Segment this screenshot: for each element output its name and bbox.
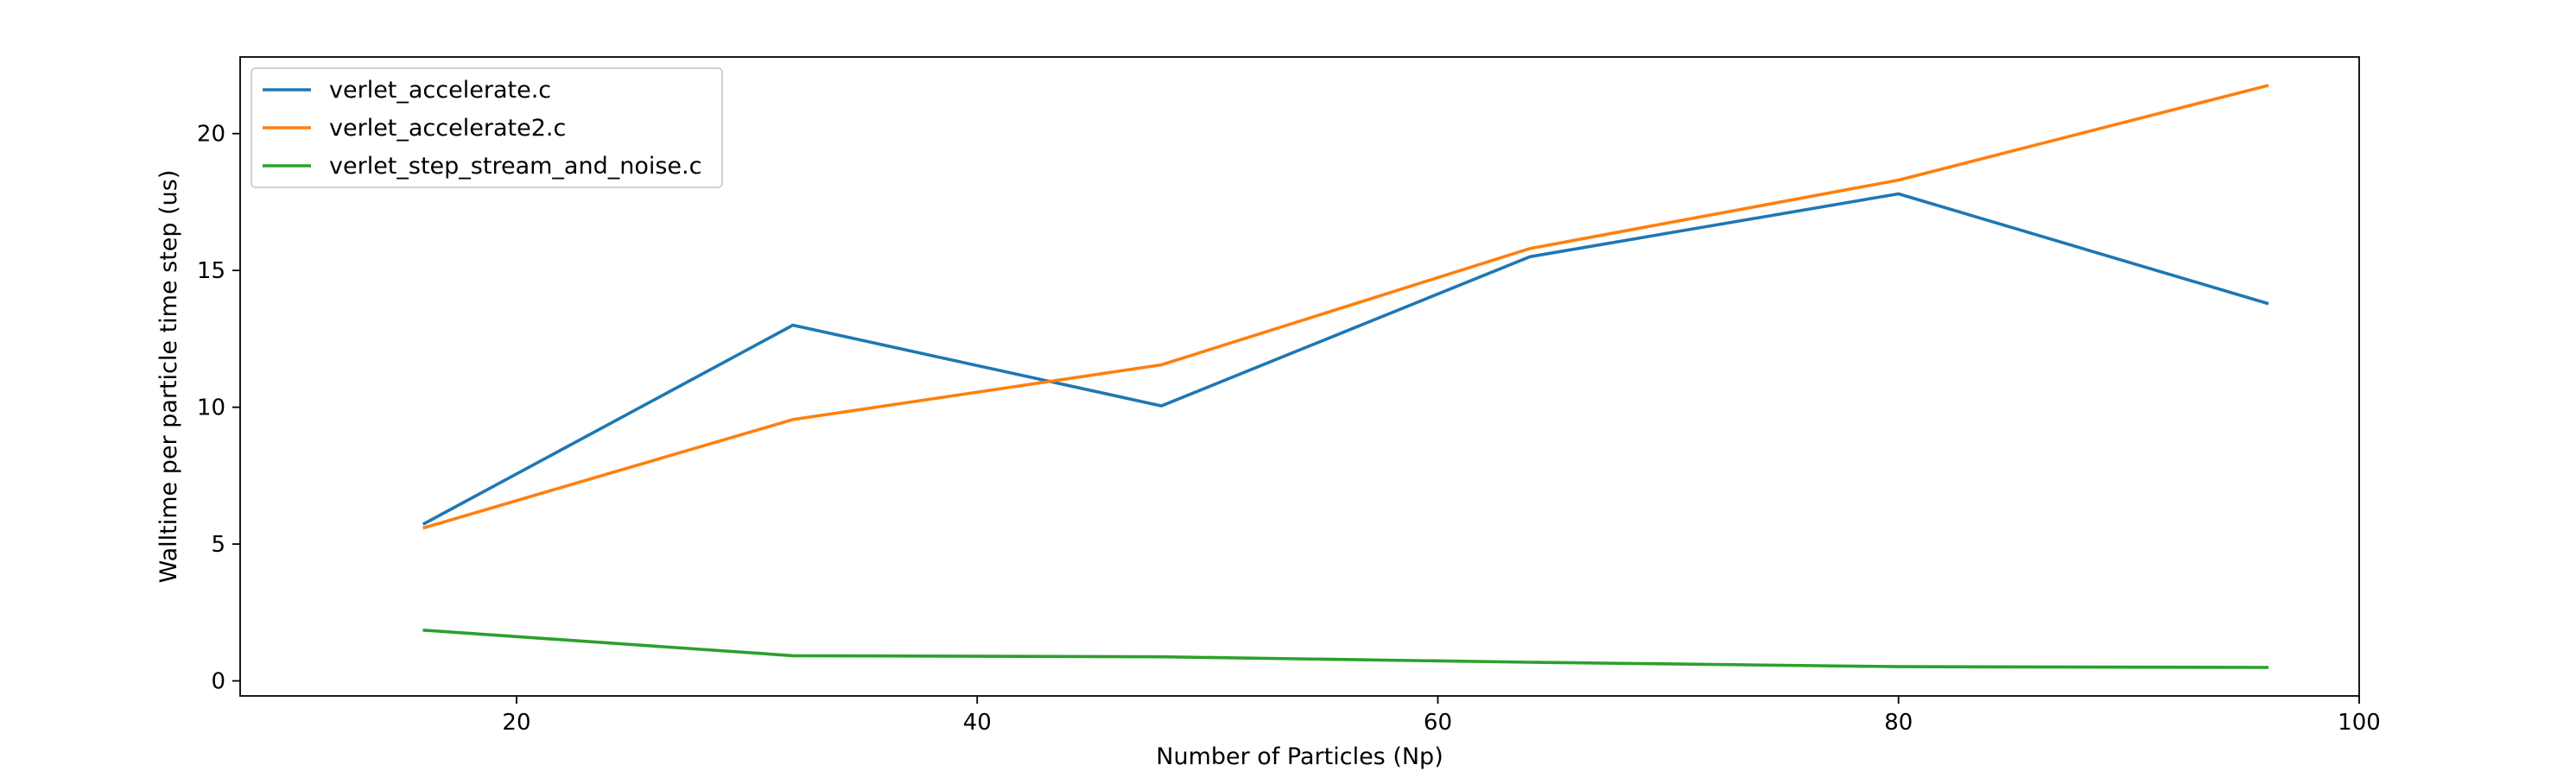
legend-label: verlet_accelerate2.c — [329, 115, 566, 142]
legend: verlet_accelerate.c verlet_accelerate2.cv… — [251, 67, 723, 188]
y-axis-label: Walltime per particle time step (us) — [155, 170, 182, 584]
series-line-1 — [422, 192, 2269, 526]
y-tick-label: 20 — [197, 122, 225, 148]
legend-label: verlet_step_stream_and_noise.c — [329, 153, 701, 180]
axes-layer: 20 40 60 80 100 0 5 10 15 20 — [197, 56, 2381, 736]
series-layer — [422, 84, 2269, 669]
x-tick-label: 40 — [963, 710, 992, 736]
y-tick-label: 15 — [197, 258, 225, 284]
legend-label: verlet_accelerate.c — [329, 77, 551, 104]
y-tick-label: 5 — [211, 532, 225, 558]
x-tick-label: 60 — [1424, 710, 1452, 736]
y-tick-label: 0 — [211, 669, 225, 695]
x-tick-label: 20 — [502, 710, 530, 736]
legend-box — [251, 67, 723, 188]
x-tick-label: 100 — [2338, 710, 2381, 736]
x-axis-label: Number of Particles (Np) — [1156, 743, 1443, 770]
y-tick-label: 10 — [197, 395, 225, 421]
series-line-3 — [422, 628, 2269, 669]
series-line-2 — [422, 84, 2269, 530]
x-tick-label: 80 — [1884, 710, 1913, 736]
axes-frame — [239, 56, 2360, 697]
